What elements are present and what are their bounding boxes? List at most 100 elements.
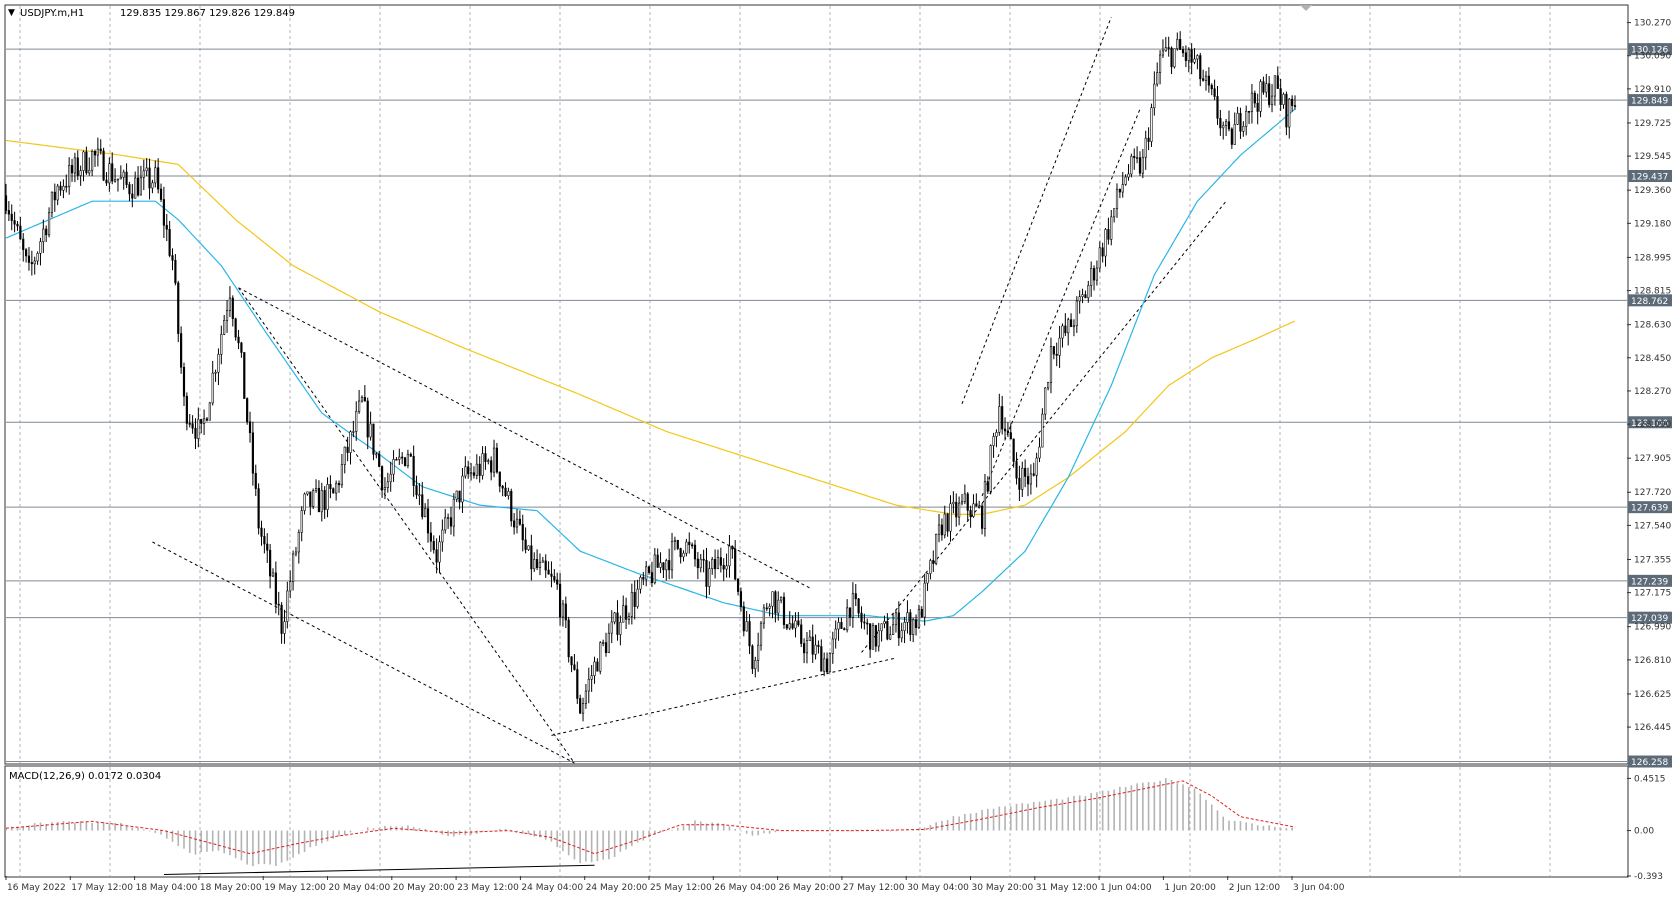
time-label: 25 May 12:00 — [650, 883, 712, 893]
candle-body — [702, 558, 705, 561]
candle-body — [711, 559, 714, 569]
candle-body — [383, 487, 387, 491]
candle — [650, 561, 654, 588]
time-label: 24 May 20:00 — [586, 883, 648, 893]
candle-body — [13, 220, 16, 225]
candle-body — [246, 398, 249, 423]
candle-body — [360, 397, 364, 402]
candle — [883, 615, 886, 629]
candle — [151, 179, 154, 194]
candle — [854, 584, 857, 606]
trendline[interactable] — [152, 541, 575, 764]
candle — [530, 534, 533, 581]
candle — [33, 256, 36, 275]
candle — [1015, 452, 1018, 485]
candle — [1242, 121, 1245, 137]
collapse-triangle-icon[interactable]: ▼ — [8, 8, 15, 18]
candle-body — [765, 607, 768, 610]
trendline[interactable] — [861, 200, 1227, 653]
candle — [820, 639, 823, 672]
trendline[interactable] — [981, 108, 1141, 497]
candle — [541, 556, 544, 563]
candle — [536, 549, 539, 571]
candle — [105, 172, 108, 186]
candle-body — [171, 255, 174, 261]
candle-body — [50, 191, 54, 214]
time-label: 17 May 12:00 — [71, 883, 133, 893]
candle-body — [1227, 121, 1231, 130]
candle — [337, 480, 341, 493]
candle-body — [102, 150, 105, 181]
candle-body — [639, 577, 642, 590]
candle — [415, 475, 418, 499]
candle-body — [1288, 98, 1291, 128]
candle-body — [461, 475, 464, 503]
candle — [923, 573, 926, 626]
candle-body — [1150, 107, 1153, 142]
candle — [93, 149, 97, 167]
candle-body — [716, 557, 720, 570]
candle — [596, 658, 599, 672]
candle — [1153, 71, 1156, 116]
candle — [932, 550, 935, 573]
time-label: 1 Jun 04:00 — [1100, 883, 1152, 893]
candle — [676, 539, 679, 551]
candle — [45, 225, 48, 243]
time-axis: 16 May 2022 17 May 12:00 18 May 04:00 18 Ma… — [5, 876, 1345, 893]
candle — [978, 500, 981, 509]
candle-body — [467, 466, 470, 475]
candle — [757, 632, 760, 672]
candle — [619, 615, 622, 646]
candle — [579, 694, 582, 715]
trendlines[interactable] — [152, 16, 1227, 764]
candle-body — [47, 212, 51, 236]
candle-body — [1253, 92, 1256, 104]
trendline[interactable] — [238, 287, 575, 764]
candle-body — [1130, 156, 1133, 175]
candle — [1273, 75, 1276, 106]
candle — [1107, 217, 1110, 245]
candle-body — [958, 502, 961, 518]
candle — [645, 561, 648, 587]
candle — [682, 550, 685, 562]
candle-body — [705, 559, 708, 587]
candle — [82, 150, 85, 182]
candle-body — [76, 157, 79, 176]
candle-body — [533, 559, 536, 570]
candle-body — [1098, 247, 1101, 269]
horizontal-levels[interactable]: 130.126 129.849 129.437 128.762 128.100 127.6… — [6, 43, 1672, 768]
candle-body — [223, 320, 226, 335]
candle — [1184, 45, 1187, 68]
candle-body — [682, 552, 685, 558]
candle — [556, 572, 559, 590]
candle — [656, 548, 659, 568]
candle-body — [932, 560, 935, 564]
candle — [441, 519, 444, 552]
candle-body — [883, 621, 886, 625]
candle — [863, 613, 866, 630]
candle — [421, 481, 424, 520]
candle — [897, 601, 900, 646]
candle — [142, 159, 145, 191]
candle-body — [401, 456, 404, 459]
candle — [765, 602, 768, 611]
shift-marker-icon[interactable] — [1300, 5, 1312, 11]
candle — [243, 352, 246, 399]
candle — [604, 632, 608, 657]
candle-body — [1110, 216, 1113, 240]
candle — [1118, 188, 1121, 199]
candle — [352, 420, 355, 438]
candle — [200, 418, 203, 434]
candle-body — [1161, 50, 1165, 56]
candle-body — [1087, 285, 1090, 299]
price-tick-label: 129.725 — [1634, 119, 1671, 129]
time-label: 24 May 04:00 — [521, 883, 583, 893]
trendline[interactable] — [551, 657, 897, 736]
candle — [1041, 408, 1044, 448]
candle-body — [91, 150, 94, 171]
candle-body — [963, 493, 966, 502]
candle — [211, 360, 214, 406]
candle-body — [604, 642, 608, 654]
